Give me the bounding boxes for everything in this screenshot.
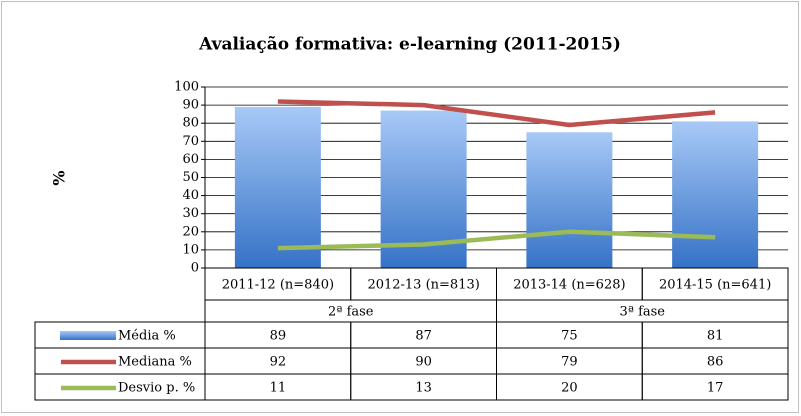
legend-key [60,331,116,340]
bar [672,121,759,268]
table-value: 81 [707,329,724,344]
legend-label: Mediana % [118,355,192,370]
table-value: 86 [707,355,724,370]
group-label: 2ª fase [328,305,374,320]
table-value: 13 [415,381,432,396]
y-tick-label: 30 [182,206,199,221]
legend-label: Desvio p. % [118,381,195,396]
x-tick-label: 2011-12 (n=840) [222,278,334,293]
y-axis-label: % [50,170,69,185]
bar [526,132,613,268]
y-tick-label: 20 [182,224,199,239]
y-tick-label: 10 [182,242,199,257]
table-value: 90 [415,355,432,370]
x-tick-label: 2012-13 (n=813) [367,278,479,293]
y-tick-label: 40 [182,188,199,203]
table-value: 17 [707,381,724,396]
line-series [277,99,716,128]
x-tick-label: 2014-15 (n=641) [659,278,771,293]
table-value: 89 [270,329,287,344]
chart-title: Avaliação formativa: e-learning (2011-20… [198,35,621,55]
table-value: 75 [561,329,578,344]
table-value: 87 [415,329,432,344]
table-value: 20 [561,381,578,396]
bar [234,106,321,268]
group-label: 3ª fase [619,305,665,320]
table-value: 79 [561,355,578,370]
y-tick-label: 90 [182,98,199,113]
table-cell [641,373,789,401]
legend-label: Média % [118,329,176,344]
y-tick-label: 100 [174,80,199,95]
y-tick-label: 0 [191,261,199,276]
table-value: 11 [270,381,287,396]
table-value: 92 [270,355,287,370]
y-tick-label: 80 [182,116,199,131]
y-tick-label: 50 [182,170,199,185]
x-tick-label: 2013-14 (n=628) [513,278,625,293]
y-tick-label: 70 [182,134,199,149]
line-series [277,229,716,251]
y-tick-label: 60 [182,152,199,167]
